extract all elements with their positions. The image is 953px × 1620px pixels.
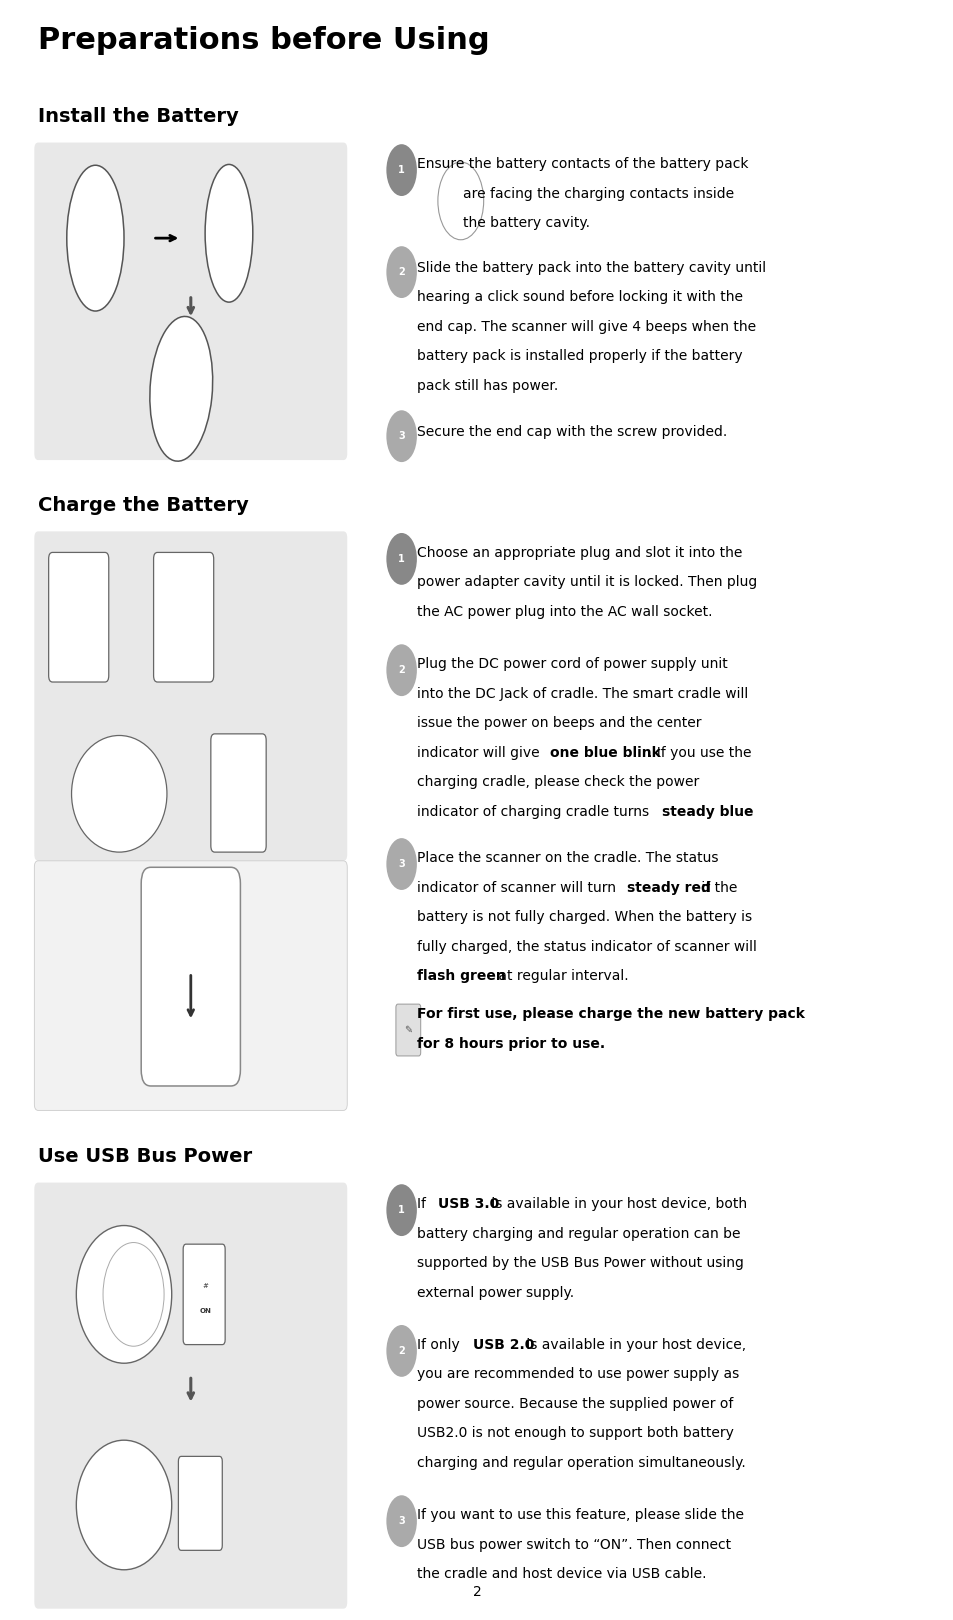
Text: into the DC Jack of cradle. The smart cradle will: into the DC Jack of cradle. The smart cr…	[416, 687, 747, 701]
Text: USB bus power switch to “ON”. Then connect: USB bus power switch to “ON”. Then conne…	[416, 1537, 730, 1552]
Text: power adapter cavity until it is locked. Then plug: power adapter cavity until it is locked.…	[416, 575, 757, 590]
Ellipse shape	[76, 1440, 172, 1570]
Text: end cap. The scanner will give 4 beeps when the: end cap. The scanner will give 4 beeps w…	[416, 319, 755, 334]
FancyBboxPatch shape	[211, 734, 266, 852]
Text: .: .	[739, 805, 743, 818]
Text: steady red: steady red	[626, 881, 710, 894]
Text: the AC power plug into the AC wall socket.: the AC power plug into the AC wall socke…	[416, 604, 712, 619]
Text: Choose an appropriate plug and slot it into the: Choose an appropriate plug and slot it i…	[416, 546, 741, 561]
FancyBboxPatch shape	[34, 531, 347, 860]
Circle shape	[103, 1243, 164, 1346]
Text: #: #	[202, 1283, 208, 1290]
FancyBboxPatch shape	[141, 867, 240, 1085]
Text: 1: 1	[397, 1205, 405, 1215]
Text: For first use, please charge the new battery pack: For first use, please charge the new bat…	[416, 1008, 804, 1021]
Text: for 8 hours prior to use.: for 8 hours prior to use.	[416, 1037, 604, 1051]
Text: indicator will give: indicator will give	[416, 745, 543, 760]
Circle shape	[386, 144, 416, 196]
Circle shape	[386, 1495, 416, 1547]
Text: ✎: ✎	[404, 1025, 412, 1035]
Text: the cradle and host device via USB cable.: the cradle and host device via USB cable…	[416, 1567, 705, 1581]
Text: charging and regular operation simultaneously.: charging and regular operation simultane…	[416, 1456, 745, 1469]
Text: battery pack is installed properly if the battery: battery pack is installed properly if th…	[416, 350, 741, 363]
Ellipse shape	[150, 316, 213, 462]
Text: 3: 3	[397, 431, 405, 441]
Text: Plug the DC power cord of power supply unit: Plug the DC power cord of power supply u…	[416, 658, 727, 671]
Text: 1: 1	[397, 554, 405, 564]
Ellipse shape	[71, 735, 167, 852]
Text: Charge the Battery: Charge the Battery	[38, 496, 249, 515]
Text: USB 3.0: USB 3.0	[437, 1197, 498, 1212]
FancyBboxPatch shape	[34, 1183, 347, 1609]
Text: you are recommended to use power supply as: you are recommended to use power supply …	[416, 1367, 739, 1382]
Text: supported by the USB Bus Power without using: supported by the USB Bus Power without u…	[416, 1256, 743, 1270]
FancyBboxPatch shape	[183, 1244, 225, 1345]
Text: the battery cavity.: the battery cavity.	[462, 215, 589, 230]
Text: 2: 2	[397, 267, 405, 277]
FancyBboxPatch shape	[34, 143, 347, 460]
Text: Place the scanner on the cradle. The status: Place the scanner on the cradle. The sta…	[416, 850, 718, 865]
Text: battery is not fully charged. When the battery is: battery is not fully charged. When the b…	[416, 910, 751, 923]
Text: Use USB Bus Power: Use USB Bus Power	[38, 1147, 252, 1166]
FancyBboxPatch shape	[395, 1004, 420, 1056]
Text: issue the power on beeps and the center: issue the power on beeps and the center	[416, 716, 700, 731]
Text: is available in your host device, both: is available in your host device, both	[486, 1197, 746, 1212]
Text: hearing a click sound before locking it with the: hearing a click sound before locking it …	[416, 290, 742, 305]
FancyBboxPatch shape	[49, 552, 109, 682]
Circle shape	[386, 246, 416, 298]
Text: fully charged, the status indicator of scanner will: fully charged, the status indicator of s…	[416, 940, 756, 954]
Ellipse shape	[205, 165, 253, 303]
Text: are facing the charging contacts inside: are facing the charging contacts inside	[462, 186, 733, 201]
FancyBboxPatch shape	[153, 552, 213, 682]
Circle shape	[386, 645, 416, 697]
Text: Secure the end cap with the screw provided.: Secure the end cap with the screw provid…	[416, 424, 726, 439]
Text: charging cradle, please check the power: charging cradle, please check the power	[416, 776, 699, 789]
Circle shape	[386, 1325, 416, 1377]
Text: Slide the battery pack into the battery cavity until: Slide the battery pack into the battery …	[416, 261, 765, 275]
Text: USB2.0 is not enough to support both battery: USB2.0 is not enough to support both bat…	[416, 1427, 733, 1440]
FancyBboxPatch shape	[34, 860, 347, 1110]
Text: Install the Battery: Install the Battery	[38, 107, 238, 126]
Text: indicator of charging cradle turns: indicator of charging cradle turns	[416, 805, 653, 818]
Text: . If you use the: . If you use the	[648, 745, 751, 760]
Circle shape	[386, 410, 416, 462]
Text: 3: 3	[397, 859, 405, 868]
Text: flash green: flash green	[416, 969, 505, 983]
Text: If you want to use this feature, please slide the: If you want to use this feature, please …	[416, 1508, 743, 1523]
Text: indicator of scanner will turn: indicator of scanner will turn	[416, 881, 619, 894]
Text: 2: 2	[397, 666, 405, 676]
Text: at regular interval.: at regular interval.	[494, 969, 628, 983]
Text: external power supply.: external power supply.	[416, 1286, 574, 1299]
Text: battery charging and regular operation can be: battery charging and regular operation c…	[416, 1226, 740, 1241]
Text: Preparations before Using: Preparations before Using	[38, 26, 489, 55]
Text: ON: ON	[199, 1307, 211, 1314]
Text: If: If	[416, 1197, 430, 1212]
Text: is available in your host device,: is available in your host device,	[521, 1338, 745, 1353]
Text: Ensure the battery contacts of the battery pack: Ensure the battery contacts of the batte…	[416, 157, 747, 172]
FancyBboxPatch shape	[178, 1456, 222, 1550]
Ellipse shape	[76, 1226, 172, 1364]
Text: steady blue: steady blue	[661, 805, 753, 818]
Text: 2: 2	[397, 1346, 405, 1356]
Text: if the: if the	[697, 881, 737, 894]
Circle shape	[386, 533, 416, 585]
Circle shape	[437, 162, 483, 240]
Ellipse shape	[67, 165, 124, 311]
Text: USB 2.0: USB 2.0	[473, 1338, 534, 1353]
Circle shape	[386, 1184, 416, 1236]
Text: power source. Because the supplied power of: power source. Because the supplied power…	[416, 1396, 733, 1411]
Text: 1: 1	[397, 165, 405, 175]
Circle shape	[386, 838, 416, 889]
Text: 3: 3	[397, 1516, 405, 1526]
Text: one blue blink: one blue blink	[550, 745, 660, 760]
Text: If only: If only	[416, 1338, 463, 1353]
Text: 2: 2	[472, 1584, 481, 1599]
Text: pack still has power.: pack still has power.	[416, 379, 558, 392]
